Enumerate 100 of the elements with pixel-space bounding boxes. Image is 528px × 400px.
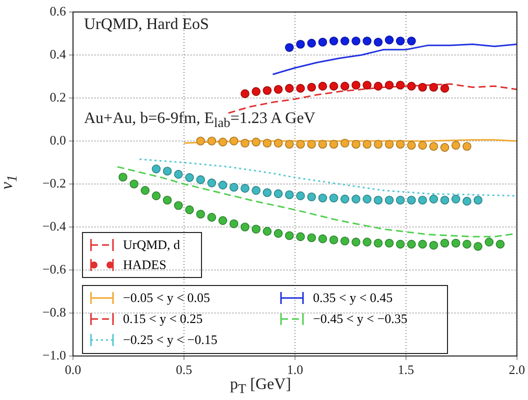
- point: [352, 238, 360, 246]
- point: [407, 240, 416, 249]
- annotation: Au+Au, b=6-9fm, E$_{lab}$=1.23 A GeV: [84, 110, 316, 132]
- point: [407, 36, 416, 46]
- point: [407, 196, 416, 205]
- point: [451, 238, 460, 248]
- point: [240, 138, 250, 148]
- point: [196, 136, 206, 146]
- point: [318, 82, 328, 91]
- point: [418, 196, 427, 205]
- point: [218, 180, 228, 190]
- point: [440, 84, 450, 93]
- point: [274, 85, 283, 94]
- point: [440, 143, 450, 152]
- point: [429, 142, 438, 151]
- point: [407, 82, 416, 91]
- annotation: UrQMD, d: [123, 237, 180, 253]
- point: [340, 36, 350, 46]
- point: [384, 196, 394, 205]
- point: [296, 84, 305, 93]
- point: [396, 196, 405, 205]
- point: [374, 38, 383, 46]
- point: [240, 184, 250, 193]
- y-tick-label: 0.0: [50, 132, 66, 148]
- point: [307, 192, 316, 202]
- point: [318, 38, 328, 46]
- point: [329, 36, 338, 46]
- point: [329, 140, 338, 149]
- point: [340, 82, 350, 91]
- point: [418, 240, 427, 249]
- legend-label: 0.15 < y < 0.25: [123, 311, 203, 327]
- y-tick-label: −0.8: [42, 304, 66, 320]
- point: [252, 224, 260, 234]
- annotation: UrQMD, Hard EoS: [84, 16, 209, 34]
- y-tick-label: −0.6: [42, 261, 66, 276]
- point: [284, 43, 294, 52]
- y-tick-label: 0.6: [50, 3, 66, 18]
- point: [284, 84, 294, 93]
- point: [384, 238, 394, 248]
- point: [362, 140, 372, 149]
- point: [462, 196, 472, 206]
- point: [307, 38, 316, 48]
- point: [352, 194, 360, 204]
- point: [262, 86, 272, 95]
- point: [462, 240, 472, 249]
- point: [407, 140, 416, 150]
- point: [396, 240, 405, 249]
- point: [152, 164, 161, 174]
- point: [162, 196, 172, 205]
- point: [185, 173, 194, 182]
- point: [207, 212, 216, 222]
- x-axis-title: p$_{T}$ [GeV]: [230, 376, 292, 398]
- point: [496, 240, 505, 249]
- point: [240, 222, 250, 232]
- point: [262, 188, 272, 197]
- point: [362, 238, 372, 246]
- point: [284, 140, 294, 149]
- point: [252, 87, 260, 96]
- point: [274, 189, 283, 198]
- x-tick-label: 1.5: [398, 362, 414, 378]
- point: [296, 232, 305, 242]
- point: [152, 191, 161, 200]
- y-tick-label: −0.2: [42, 175, 66, 190]
- point: [307, 233, 316, 242]
- point: [451, 194, 460, 204]
- legend-label: −0.25 < y < −0.15: [123, 332, 218, 348]
- x-tick-label: 0.0: [64, 362, 82, 378]
- point: [274, 138, 283, 148]
- point: [340, 194, 350, 204]
- point: [174, 201, 183, 210]
- point: [352, 36, 360, 46]
- point: [318, 194, 328, 202]
- point: [240, 89, 250, 98]
- point: [296, 191, 305, 200]
- point: [185, 205, 194, 214]
- y-tick-label: 0.2: [50, 89, 66, 104]
- point: [274, 229, 283, 238]
- point: [462, 142, 472, 151]
- x-tick-label: 1.0: [286, 362, 304, 378]
- legend-label: −0.05 < y < 0.05: [123, 290, 210, 306]
- point: [429, 82, 438, 92]
- point: [218, 138, 228, 146]
- point: [218, 216, 228, 225]
- point: [284, 190, 294, 200]
- point: [429, 194, 438, 204]
- point: [130, 180, 138, 188]
- y-tick-label: −0.4: [42, 218, 66, 234]
- point: [230, 136, 238, 146]
- point: [196, 210, 206, 218]
- point: [162, 166, 172, 176]
- point: [396, 36, 405, 46]
- point: [252, 186, 260, 195]
- point: [140, 186, 150, 195]
- point: [307, 140, 316, 149]
- point: [440, 238, 450, 248]
- legend-label: −0.45 < y < −0.35: [313, 311, 408, 327]
- point: [230, 219, 238, 228]
- point: [451, 140, 460, 150]
- point: [384, 140, 394, 149]
- point: [474, 196, 482, 205]
